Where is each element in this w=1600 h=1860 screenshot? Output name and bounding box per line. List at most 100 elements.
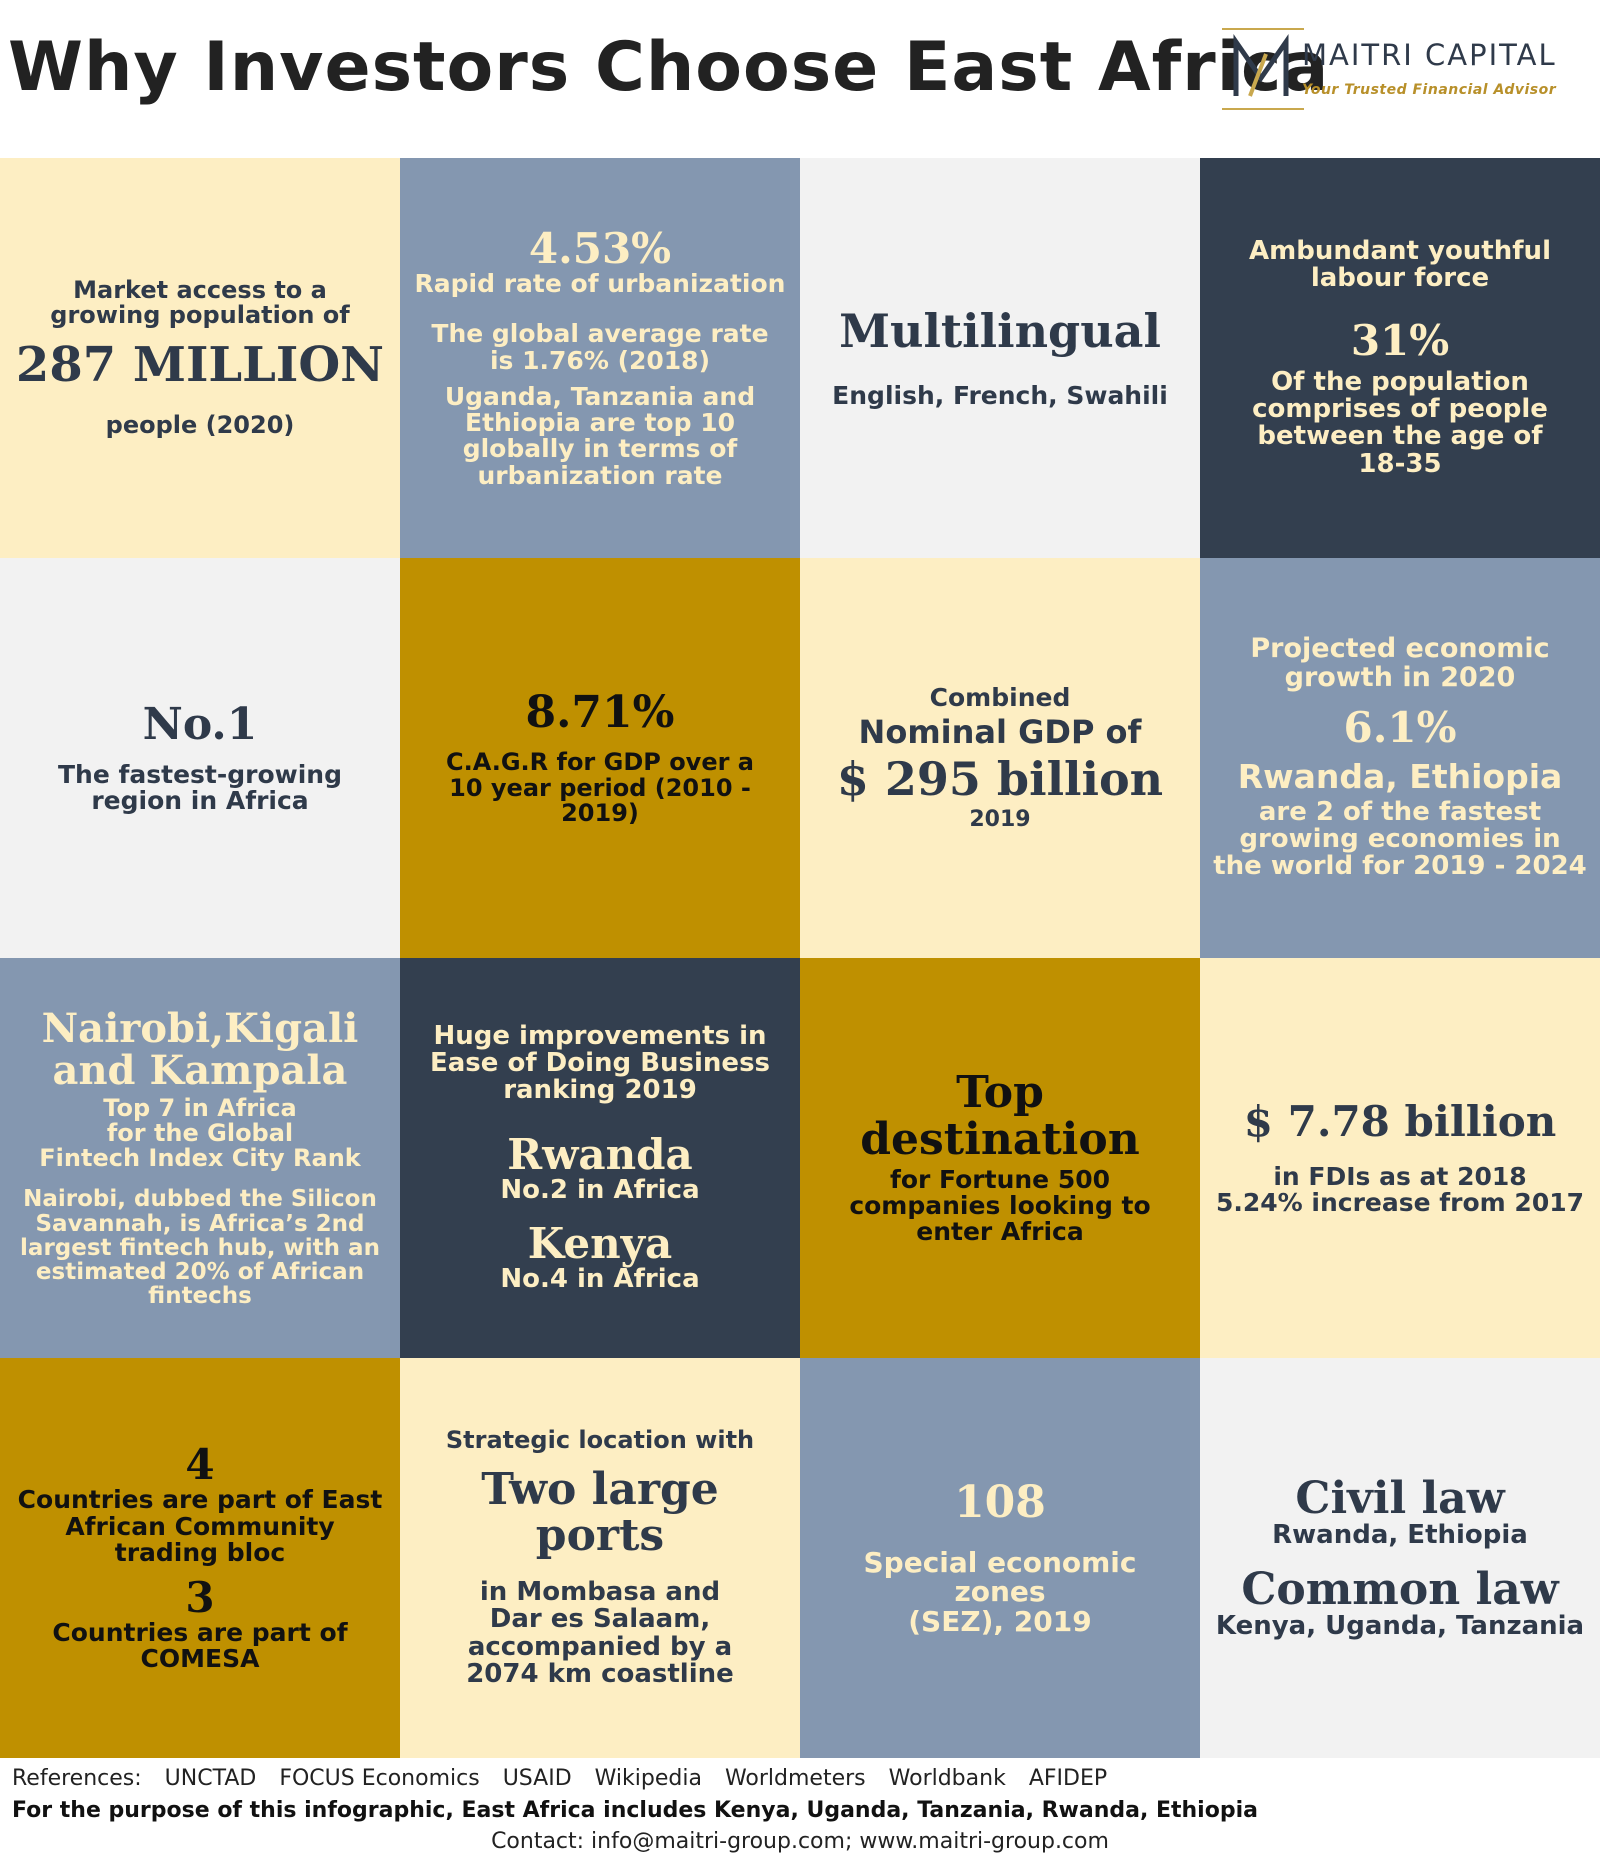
tile-text: Special economic	[863, 1546, 1137, 1579]
tile-fdi: $ 7.78 billion in FDIs as at 2018 5.24% …	[1200, 958, 1600, 1358]
logo-bottom-rule	[1222, 108, 1304, 110]
tile-text: growth in 2020	[1284, 661, 1516, 693]
references: References: UNCTAD FOCUS Economics USAID…	[12, 1766, 1123, 1791]
tile-ease-of-business: Huge improvements in Ease of Doing Busin…	[400, 958, 800, 1358]
fastest-value: No.1	[142, 698, 258, 750]
destination-heading: Top	[956, 1067, 1044, 1119]
maitri-capital-logo: MAITRI CAPITAL Your Trusted Financial Ad…	[1222, 28, 1582, 110]
tile-text: Of the population	[1271, 366, 1529, 397]
tile-text: for the Global	[106, 1119, 294, 1148]
tile-top-destination: Top destination for Fortune 500 companie…	[800, 958, 1200, 1358]
reference-item: UNCTAD	[164, 1766, 257, 1791]
tile-sez: 108 Special economic zones (SEZ), 2019	[800, 1358, 1200, 1758]
tile-text: growing population of	[50, 301, 350, 330]
tile-text: Fintech Index City Rank	[39, 1144, 361, 1173]
gdp-value: $ 295 billion	[836, 752, 1164, 807]
multilingual-heading: Multilingual	[839, 303, 1161, 358]
tile-text: urbanization rate	[477, 460, 723, 490]
infographic-grid: Market access to a growing population of…	[0, 158, 1600, 1758]
tile-text: Countries are part of East	[17, 1485, 383, 1515]
tile-text: the world for 2019 - 2024	[1213, 851, 1587, 882]
contact-info: Contact: info@maitri-group.com; www.mait…	[491, 1829, 1109, 1854]
tile-text: Top 7 in Africa	[103, 1093, 297, 1122]
reference-item: Wikipedia	[594, 1766, 702, 1791]
tile-labour-force: Ambundant youthful labour force 31% Of t…	[1200, 158, 1600, 558]
tile-text: trading bloc	[114, 1537, 286, 1567]
tile-text: Kenya, Uganda, Tanzania	[1215, 1611, 1585, 1642]
tile-legal-systems: Civil law Rwanda, Ethiopia Common law Ke…	[1200, 1358, 1600, 1758]
tile-text: growing economies in	[1239, 824, 1561, 855]
reference-item: Worldbank	[888, 1766, 1006, 1791]
trade-count-eac: 4	[185, 1440, 215, 1490]
tile-urbanization: 4.53% Rapid rate of urbanization The glo…	[400, 158, 800, 558]
tile-text: 2074 km coastline	[466, 1659, 734, 1690]
scope-note: For the purpose of this infographic, Eas…	[12, 1798, 1258, 1823]
tile-text: Rwanda, Ethiopia	[1237, 757, 1563, 797]
header: Why Investors Choose East Africa MAITRI …	[0, 0, 1600, 158]
urbanization-value: 4.53%	[528, 224, 672, 274]
tile-text: Projected economic	[1250, 633, 1550, 665]
ports-heading: ports	[535, 1510, 665, 1561]
tile-multilingual: Multilingual English, French, Swahili	[800, 158, 1200, 558]
sez-value: 108	[954, 1476, 1046, 1528]
tile-text: African Community	[65, 1511, 335, 1541]
tile-text: 5.24% increase from 2017	[1215, 1188, 1585, 1218]
tile-trade-blocs: 4 Countries are part of East African Com…	[0, 1358, 400, 1758]
tile-text: accompanied by a	[467, 1631, 733, 1662]
tile-text: Ease of Doing Business	[429, 1047, 771, 1078]
page-title: Why Investors Choose East Africa	[8, 28, 1330, 107]
footer: References: UNCTAD FOCUS Economics USAID…	[0, 1758, 1600, 1860]
tile-projected-growth: Projected economic growth in 2020 6.1% R…	[1200, 558, 1600, 958]
tile-fastest-region: No.1 The fastest-growing region in Afric…	[0, 558, 400, 958]
tile-gdp: Combined Nominal GDP of $ 295 billion 20…	[800, 558, 1200, 958]
tile-text: in FDIs as at 2018	[1273, 1161, 1527, 1191]
business-country-kenya: Kenya	[527, 1218, 673, 1268]
tile-text: No.2 in Africa	[500, 1174, 700, 1205]
tile-text: Combined	[929, 683, 1071, 713]
tile-text: companies looking to	[849, 1191, 1151, 1221]
logo-name: MAITRI CAPITAL	[1302, 38, 1557, 72]
growth-value: 6.1%	[1343, 703, 1457, 753]
tile-text: Strategic location with	[445, 1425, 755, 1454]
tile-text: comprises of people	[1252, 394, 1548, 425]
tile-text: globally in terms of	[462, 434, 738, 464]
tile-text: estimated 20% of African	[35, 1258, 365, 1285]
tile-text: for Fortune 500	[889, 1164, 1111, 1194]
tile-text: Ethiopia are top 10	[465, 408, 735, 438]
business-country-rwanda: Rwanda	[507, 1129, 693, 1179]
reference-item: Worldmeters	[724, 1766, 866, 1791]
tile-text: COMESA	[140, 1644, 260, 1674]
tile-text: Market access to a	[73, 276, 327, 305]
tile-text: 10 year period (2010 -	[449, 773, 751, 802]
reference-item: USAID	[502, 1766, 572, 1791]
cagr-value: 8.71%	[525, 687, 675, 739]
tile-text: Countries are part of	[52, 1618, 348, 1648]
tile-text: are 2 of the fastest	[1258, 796, 1542, 827]
references-label: References:	[12, 1766, 142, 1791]
tile-text: people (2020)	[105, 410, 295, 439]
tile-fintech: Nairobi,Kigali and Kampala Top 7 in Afri…	[0, 958, 400, 1358]
tile-text: The fastest-growing	[57, 759, 342, 789]
tile-text: Nominal GDP of	[858, 712, 1142, 751]
tile-text: 18-35	[1358, 448, 1442, 479]
tile-text: between the age of	[1257, 421, 1543, 452]
tile-text: No.4 in Africa	[500, 1264, 700, 1295]
tile-text: region in Africa	[91, 786, 309, 816]
common-law-heading: Common law	[1241, 1564, 1559, 1615]
ports-heading: Two large	[481, 1463, 719, 1515]
destination-heading: destination	[860, 1113, 1140, 1165]
tile-text: 2019)	[561, 798, 639, 827]
tile-text: in Mombasa and	[479, 1577, 721, 1608]
labour-value: 31%	[1350, 315, 1450, 365]
tile-text: Uganda, Tanzania and	[444, 381, 756, 411]
tile-text: zones	[954, 1575, 1046, 1609]
tile-text: enter Africa	[916, 1217, 1084, 1247]
reference-item: FOCUS Economics	[279, 1766, 480, 1791]
fintech-cities: Nairobi,Kigali	[41, 1004, 359, 1052]
tile-text: ranking 2019	[503, 1075, 697, 1106]
tile-text: Savannah, is Africa’s 2nd	[35, 1210, 365, 1237]
tile-text: labour force	[1310, 263, 1490, 294]
tile-text: Nairobi, dubbed the Silicon	[23, 1186, 377, 1213]
tile-text: 2019	[969, 806, 1031, 832]
tile-population: Market access to a growing population of…	[0, 158, 400, 558]
